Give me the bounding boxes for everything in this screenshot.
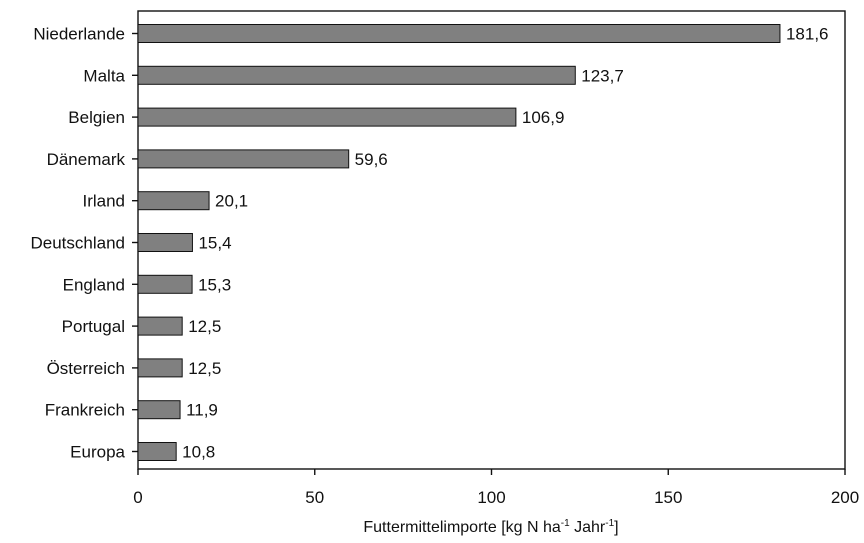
bar — [137, 274, 193, 294]
category-label: England — [63, 275, 125, 294]
bar — [137, 191, 210, 211]
x-tick-label: 0 — [133, 488, 142, 507]
bar — [137, 107, 517, 127]
x-tick-label: 50 — [305, 488, 324, 507]
x-axis-title-main: Futtermittelimporte [kg N ha — [363, 519, 561, 536]
value-label: 106,9 — [522, 108, 565, 127]
bar — [137, 24, 781, 43]
category-label: Portugal — [62, 317, 125, 336]
bar — [137, 65, 576, 85]
x-tick-label: 150 — [654, 488, 682, 507]
category-label: Deutschland — [30, 234, 125, 253]
value-label: 10,8 — [182, 443, 215, 462]
category-label: Frankreich — [45, 401, 125, 420]
x-tick-label: 100 — [477, 488, 505, 507]
value-label: 12,5 — [188, 317, 221, 336]
category-label: Österreich — [47, 359, 125, 378]
bar — [137, 442, 177, 461]
value-labels-group: 181,6 123,7 106,9 59,6 20,1 15,4 15,3 12,5 12,5 1… — [182, 25, 828, 462]
value-label: 15,4 — [198, 234, 231, 253]
value-label: 15,3 — [198, 275, 231, 294]
x-axis-title-sup-2: -1 — [605, 518, 614, 529]
category-label: Malta — [83, 66, 125, 85]
x-axis-title-mid: Jahr — [570, 519, 606, 536]
category-label: Belgien — [68, 108, 125, 127]
x-axis-title: Futtermittelimporte [kg N ha-1 Jahr-1] — [363, 518, 618, 536]
bar — [137, 358, 183, 378]
value-label: 12,5 — [188, 359, 221, 378]
category-label: Dänemark — [47, 150, 126, 169]
category-label: Europa — [70, 443, 125, 462]
category-label: Niederlande — [33, 25, 125, 44]
x-ticks-group: 0 50 100 150 200 — [133, 469, 859, 507]
category-label: Irland — [82, 192, 125, 211]
value-label: 59,6 — [355, 150, 388, 169]
bar — [137, 316, 183, 336]
category-labels-group: Niederlande Malta Belgien Dänemark Irland Deu… — [30, 25, 138, 462]
value-label: 123,7 — [581, 66, 624, 85]
bar — [137, 149, 350, 169]
value-label: 20,1 — [215, 192, 248, 211]
x-tick-label: 200 — [831, 488, 859, 507]
value-label: 11,9 — [186, 401, 218, 420]
bar — [137, 233, 193, 252]
x-axis-title-sup-1: -1 — [561, 518, 570, 529]
bar — [137, 400, 181, 420]
value-label: 181,6 — [786, 25, 829, 44]
bars-group — [137, 24, 781, 461]
x-axis-title-end: ] — [614, 519, 618, 536]
